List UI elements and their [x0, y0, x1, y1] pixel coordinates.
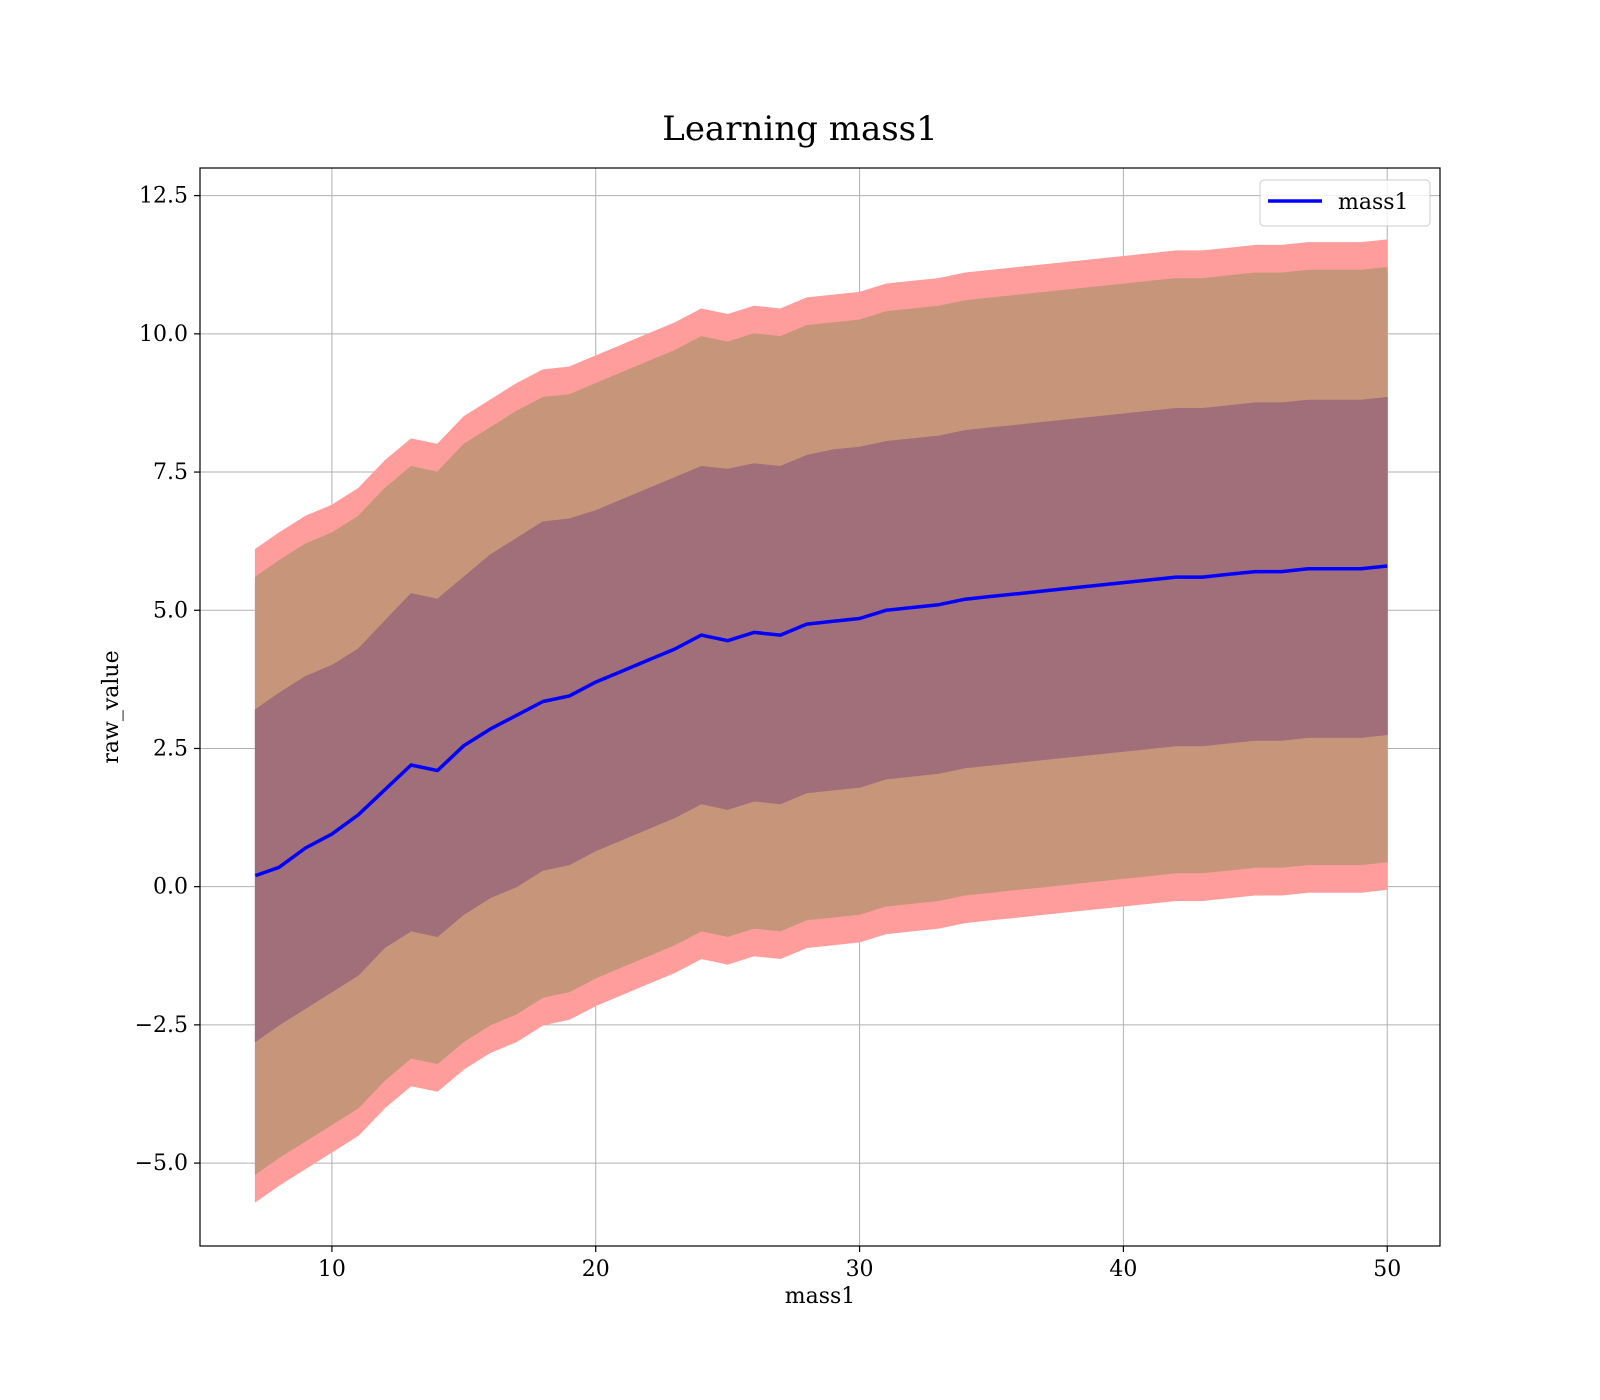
x-tick-label: 10 — [318, 1257, 346, 1282]
y-axis-title: raw_value — [99, 650, 124, 763]
mean-line-group — [254, 564, 1388, 878]
x-tick-label: 50 — [1373, 1257, 1401, 1282]
legend-box — [1259, 179, 1431, 227]
x-tick-label: 20 — [582, 1257, 610, 1282]
y-tick-label: −2.5 — [135, 1013, 188, 1038]
y-tick-label: 12.5 — [139, 184, 188, 209]
y-tick-label: 2.5 — [153, 736, 188, 761]
y-tick-label: 7.5 — [153, 460, 188, 485]
ticks: 10 20 30 40 50 −5.0 −2.5 0.0 2.5 5.0 7.5 10.0 12.5 — [135, 184, 1402, 1282]
legend-label: mass1 — [1338, 190, 1409, 215]
x-tick-label: 40 — [1109, 1257, 1137, 1282]
y-tick-label: 5.0 — [153, 598, 188, 623]
chart-title: Learning mass1 — [662, 109, 938, 149]
legend: mass1 — [1259, 179, 1431, 227]
y-tick-label: −5.0 — [135, 1151, 188, 1176]
y-tick-label: 0.0 — [153, 875, 188, 900]
x-tick-label: 30 — [846, 1257, 874, 1282]
y-tick-label: 10.0 — [139, 322, 188, 347]
mean-line — [254, 564, 1388, 878]
plot-frame — [199, 167, 1441, 1247]
inner-band — [254, 396, 1388, 1043]
bands — [254, 239, 1388, 1203]
x-axis-title: mass1 — [785, 1284, 856, 1309]
